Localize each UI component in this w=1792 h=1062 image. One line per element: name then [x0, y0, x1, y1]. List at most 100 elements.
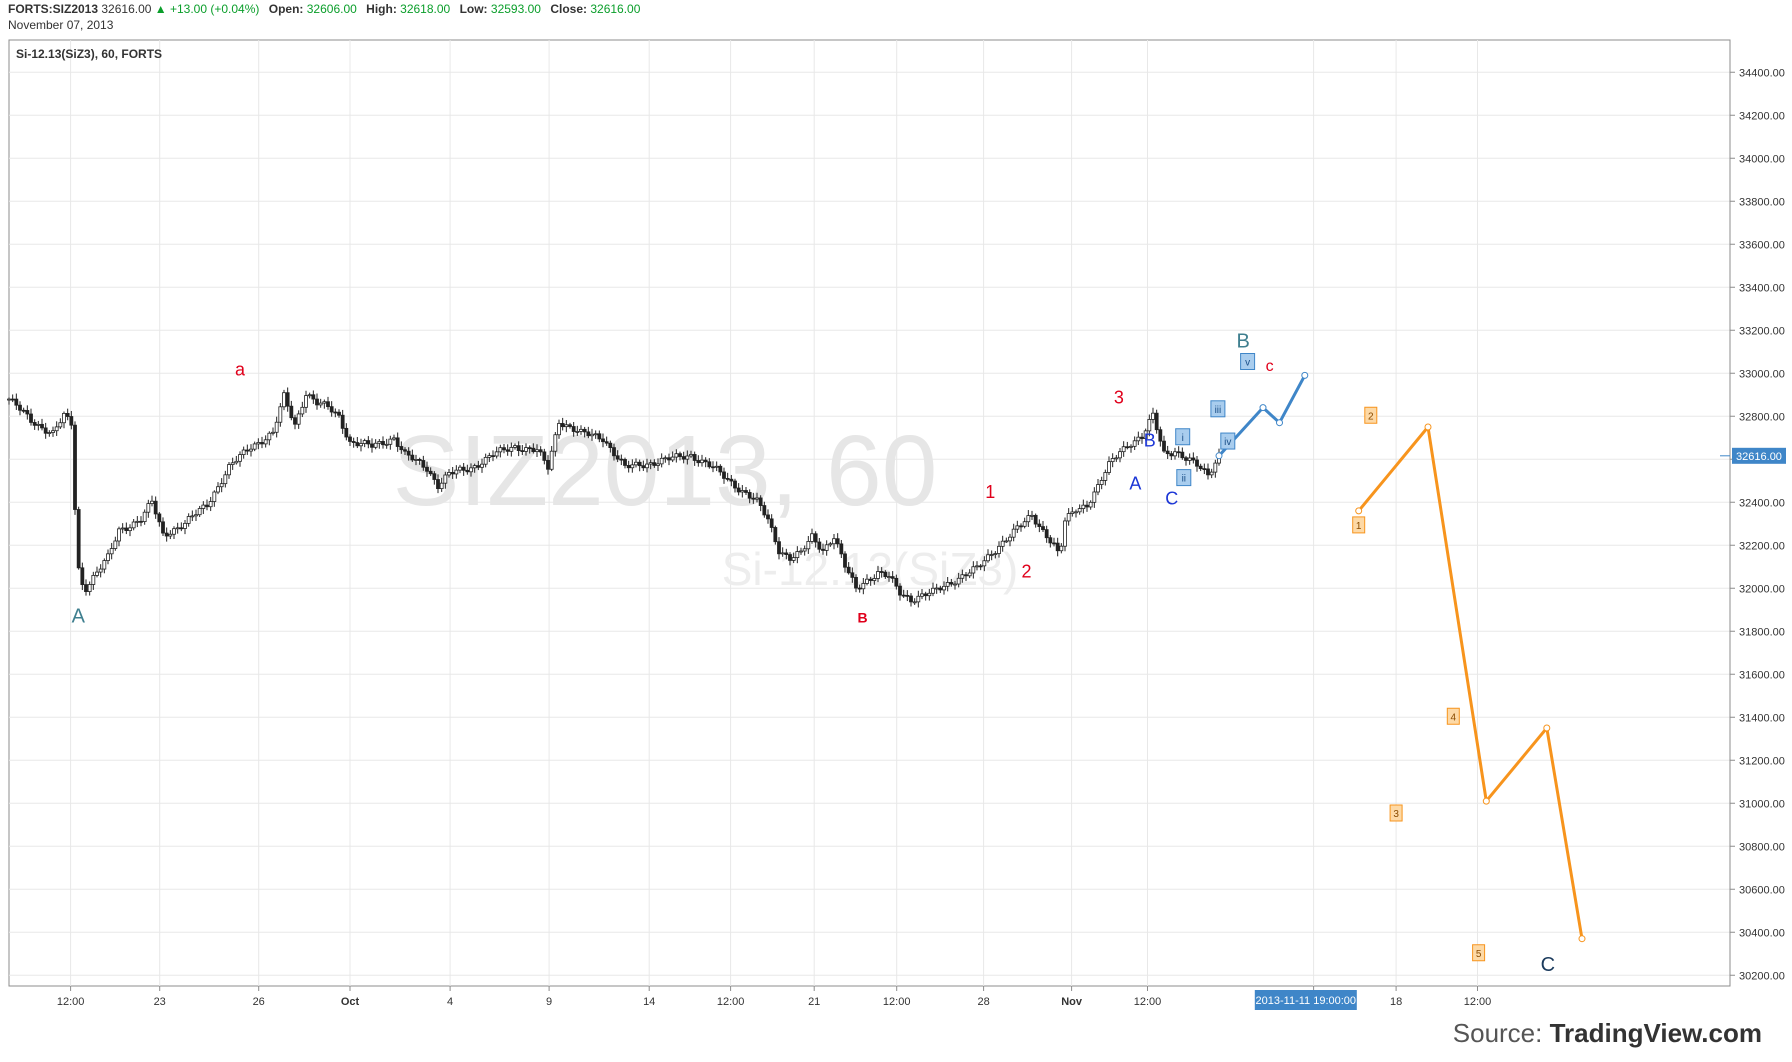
- candle-body: [91, 575, 96, 585]
- candle-body: [575, 431, 580, 433]
- candle-body: [964, 574, 968, 577]
- candle-body: [582, 428, 587, 433]
- candle-body: [901, 594, 906, 597]
- candle-body: [395, 437, 400, 447]
- candle-body: [637, 461, 642, 467]
- candle-body: [890, 576, 895, 579]
- candle-body: [1132, 440, 1137, 447]
- candle-body: [65, 412, 70, 417]
- candle-body: [403, 449, 407, 452]
- candle-body: [344, 427, 349, 438]
- candle-body: [824, 544, 829, 551]
- candle-body: [190, 515, 195, 518]
- candle-body: [157, 513, 162, 523]
- candle-body: [1048, 537, 1053, 544]
- candle-body: [245, 449, 250, 452]
- candle-body: [777, 541, 781, 555]
- candle-body: [579, 428, 583, 432]
- candle-body: [593, 433, 598, 436]
- candle-body: [769, 518, 774, 528]
- y-tick-label: 30600.00: [1739, 884, 1785, 896]
- y-tick-label: 34200.00: [1739, 110, 1785, 122]
- candle-body: [527, 447, 532, 450]
- candle-body: [762, 505, 767, 516]
- candle-body: [410, 454, 415, 461]
- candle-body: [432, 473, 437, 480]
- candle-body: [208, 501, 213, 508]
- candle-body: [32, 422, 37, 426]
- wave-label: B: [1237, 330, 1250, 352]
- candle-body: [1099, 480, 1104, 485]
- candle-body: [142, 511, 147, 522]
- candle-body: [252, 443, 257, 450]
- candle-body: [678, 453, 682, 457]
- candle-body: [1044, 529, 1049, 539]
- candle-body: [186, 516, 191, 524]
- candle-body: [113, 540, 118, 549]
- candle-body: [806, 541, 811, 550]
- last-price-tag: [1732, 447, 1786, 464]
- candle-body: [18, 404, 22, 411]
- candle-body: [425, 466, 429, 472]
- candle-body: [828, 543, 833, 546]
- candle-body: [667, 457, 671, 461]
- close-value: 32616.00: [590, 2, 641, 16]
- candle-body: [1059, 545, 1064, 552]
- candle-body: [36, 423, 41, 426]
- wave-label: B: [1144, 430, 1156, 450]
- candle-body: [329, 406, 334, 413]
- candle-body: [553, 434, 558, 452]
- candle-body: [791, 557, 796, 561]
- candle-body: [212, 491, 217, 502]
- candle-body: [414, 459, 418, 461]
- source-credit[interactable]: Source: TradingView.com: [1453, 1018, 1762, 1049]
- candle-body: [381, 441, 385, 446]
- candle-body: [480, 463, 484, 468]
- candle-body: [359, 443, 363, 447]
- candle-body: [109, 548, 114, 555]
- candle-body: [377, 441, 382, 444]
- candle-body: [931, 587, 935, 594]
- candle-body: [601, 438, 605, 443]
- candle-body: [865, 578, 869, 584]
- candle-body: [1081, 504, 1086, 510]
- candle-body: [934, 587, 939, 590]
- candle-body: [788, 554, 792, 561]
- candle-body: [641, 465, 646, 469]
- candle-body: [458, 466, 462, 471]
- candle-body: [300, 406, 305, 415]
- x-tick-label: 12:00: [1464, 996, 1492, 1008]
- candle-body: [656, 463, 660, 466]
- candle-body: [1066, 513, 1071, 522]
- candle-body: [747, 492, 752, 499]
- candle-body: [630, 464, 635, 469]
- candle-body: [117, 528, 121, 542]
- candle-body: [564, 424, 569, 428]
- blue-wave-box-label: v: [1245, 358, 1250, 369]
- candle-body: [810, 533, 814, 542]
- candle-body: [472, 465, 477, 469]
- candle-body: [927, 592, 932, 597]
- orange-wave-box-label: 3: [1393, 809, 1399, 820]
- candle-body: [674, 453, 679, 458]
- candle-body: [1180, 451, 1185, 459]
- candle-body: [296, 413, 301, 425]
- symbol[interactable]: FORTS:SIZ2013: [8, 2, 99, 16]
- candle-body: [461, 466, 466, 471]
- candle-body: [311, 394, 316, 400]
- candle-body: [1191, 457, 1196, 461]
- candle-body: [1114, 457, 1119, 460]
- candle-body: [1052, 542, 1056, 545]
- candle-body: [51, 430, 55, 433]
- candle-body: [978, 565, 983, 568]
- last-price-label: 32616.00: [1736, 451, 1782, 463]
- candle-body: [465, 469, 470, 473]
- candle-body: [1055, 542, 1060, 552]
- candle-body: [813, 533, 818, 543]
- x-axis: 12:002326Oct491412:002112:0028Nov12:0000…: [57, 986, 1491, 1010]
- candle-body: [879, 571, 884, 573]
- y-tick-label: 33200.00: [1739, 325, 1785, 337]
- candle-body: [1004, 540, 1009, 543]
- candle-body: [1000, 540, 1005, 547]
